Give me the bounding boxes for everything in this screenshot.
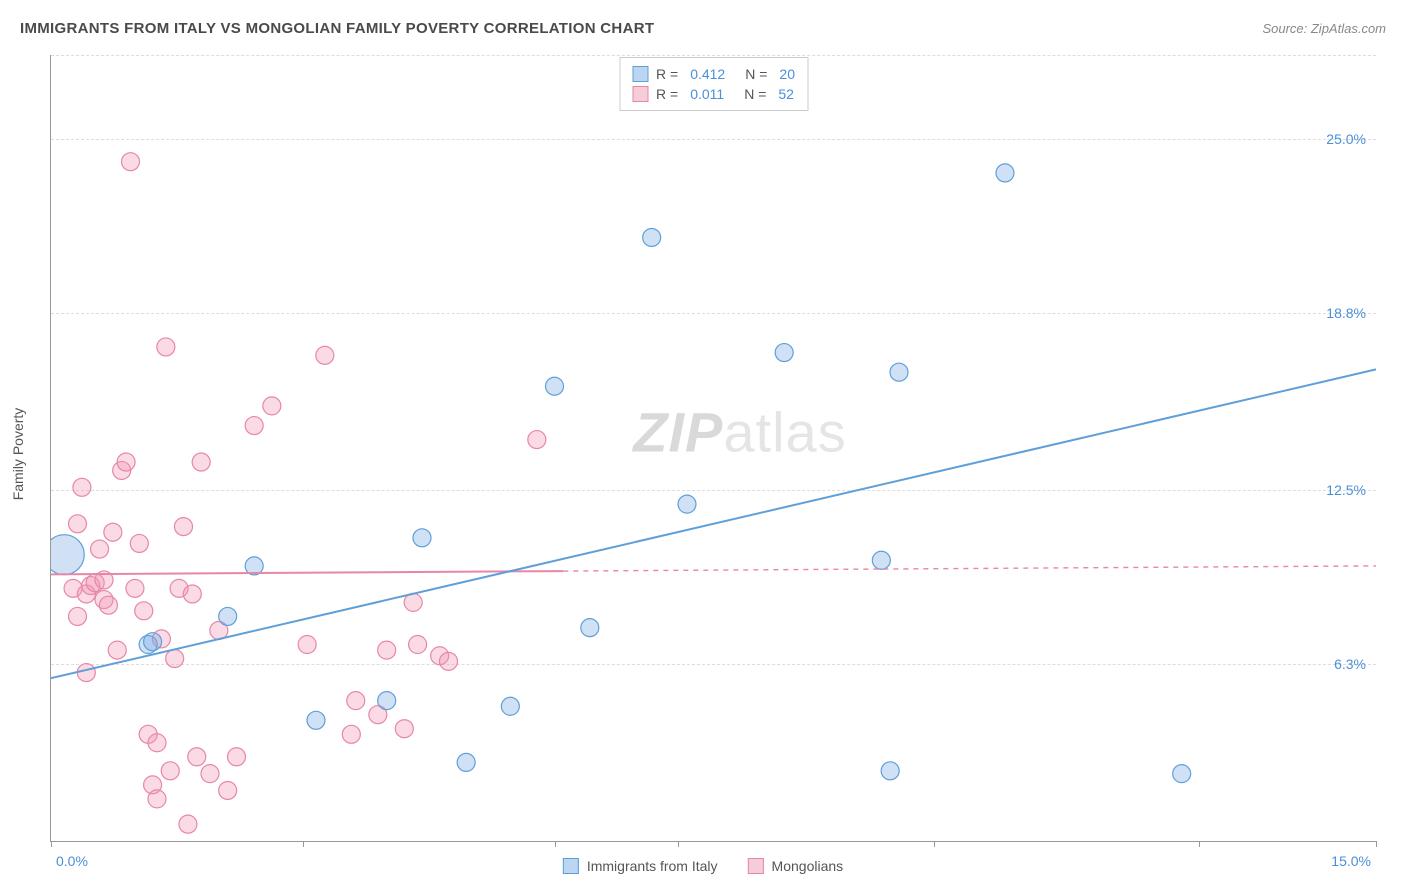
data-point bbox=[148, 790, 166, 808]
correlation-legend: R = 0.412 N = 20 R = 0.011 N = 52 bbox=[619, 57, 808, 111]
data-point bbox=[130, 534, 148, 552]
legend-swatch bbox=[632, 86, 648, 102]
x-tick bbox=[555, 841, 556, 847]
data-point bbox=[413, 529, 431, 547]
data-point bbox=[69, 515, 87, 533]
data-point bbox=[643, 228, 661, 246]
data-point bbox=[342, 725, 360, 743]
data-point bbox=[996, 164, 1014, 182]
data-point bbox=[378, 641, 396, 659]
data-point bbox=[378, 692, 396, 710]
legend-n-label: N = bbox=[745, 66, 767, 82]
legend-series-item: Mongolians bbox=[748, 858, 844, 874]
x-tick bbox=[51, 841, 52, 847]
data-point bbox=[245, 417, 263, 435]
x-tick bbox=[1376, 841, 1377, 847]
data-point bbox=[219, 781, 237, 799]
data-point bbox=[192, 453, 210, 471]
data-point bbox=[77, 664, 95, 682]
legend-series-name: Immigrants from Italy bbox=[587, 858, 718, 874]
data-point bbox=[135, 602, 153, 620]
x-axis-min-label: 0.0% bbox=[56, 853, 88, 869]
data-point bbox=[581, 619, 599, 637]
legend-swatch bbox=[748, 858, 764, 874]
data-point bbox=[775, 344, 793, 362]
data-point bbox=[546, 377, 564, 395]
legend-row: R = 0.412 N = 20 bbox=[632, 64, 795, 84]
legend-n-label: N = bbox=[744, 86, 766, 102]
data-point bbox=[166, 650, 184, 668]
chart-plot-area: R =0.412N =20R =0.011N =52 ZIPatlas 0.0%… bbox=[50, 55, 1376, 842]
data-point bbox=[1173, 765, 1191, 783]
data-point bbox=[144, 633, 162, 651]
legend-swatch bbox=[632, 66, 648, 82]
data-point bbox=[175, 518, 193, 536]
x-tick bbox=[1199, 841, 1200, 847]
data-point bbox=[263, 397, 281, 415]
x-tick bbox=[303, 841, 304, 847]
source-attribution: Source: ZipAtlas.com bbox=[1262, 21, 1386, 36]
data-point bbox=[347, 692, 365, 710]
data-point bbox=[148, 734, 166, 752]
data-point bbox=[528, 431, 546, 449]
data-point bbox=[69, 607, 87, 625]
data-point bbox=[91, 540, 109, 558]
data-point bbox=[228, 748, 246, 766]
data-point bbox=[678, 495, 696, 513]
data-point bbox=[117, 453, 135, 471]
data-point bbox=[161, 762, 179, 780]
legend-series-item: Immigrants from Italy bbox=[563, 858, 718, 874]
y-axis-label: Family Poverty bbox=[10, 408, 26, 501]
data-point bbox=[73, 478, 91, 496]
x-tick bbox=[934, 841, 935, 847]
data-point bbox=[51, 535, 84, 575]
data-point bbox=[104, 523, 122, 541]
data-point bbox=[395, 720, 413, 738]
data-point bbox=[298, 636, 316, 654]
data-point bbox=[440, 652, 458, 670]
legend-r-value: 0.011 bbox=[690, 86, 724, 102]
data-point bbox=[219, 607, 237, 625]
data-point bbox=[183, 585, 201, 603]
legend-n-value: 20 bbox=[779, 66, 795, 82]
data-point bbox=[316, 346, 334, 364]
regression-line-extrapolated bbox=[563, 566, 1376, 571]
data-point bbox=[881, 762, 899, 780]
data-point bbox=[122, 153, 140, 171]
legend-r-label: R = bbox=[656, 86, 678, 102]
series-legend: Immigrants from Italy Mongolians bbox=[563, 858, 843, 874]
chart-title: IMMIGRANTS FROM ITALY VS MONGOLIAN FAMIL… bbox=[20, 20, 654, 37]
data-point bbox=[307, 711, 325, 729]
legend-row: R = 0.011 N = 52 bbox=[632, 84, 795, 104]
data-point bbox=[188, 748, 206, 766]
data-point bbox=[501, 697, 519, 715]
legend-r-value: 0.412 bbox=[690, 66, 725, 82]
data-point bbox=[872, 551, 890, 569]
legend-swatch bbox=[563, 858, 579, 874]
data-point bbox=[201, 765, 219, 783]
data-point bbox=[126, 579, 144, 597]
data-point bbox=[157, 338, 175, 356]
legend-n-value: 52 bbox=[778, 86, 794, 102]
data-point bbox=[179, 815, 197, 833]
regression-line bbox=[51, 369, 1376, 678]
data-point bbox=[457, 753, 475, 771]
scatter-plot-svg bbox=[51, 55, 1376, 841]
legend-r-label: R = bbox=[656, 66, 678, 82]
x-tick bbox=[678, 841, 679, 847]
data-point bbox=[108, 641, 126, 659]
data-point bbox=[99, 596, 117, 614]
data-point bbox=[409, 636, 427, 654]
legend-series-name: Mongolians bbox=[772, 858, 844, 874]
regression-line bbox=[51, 571, 563, 574]
data-point bbox=[890, 363, 908, 381]
x-axis-max-label: 15.0% bbox=[1331, 853, 1371, 869]
